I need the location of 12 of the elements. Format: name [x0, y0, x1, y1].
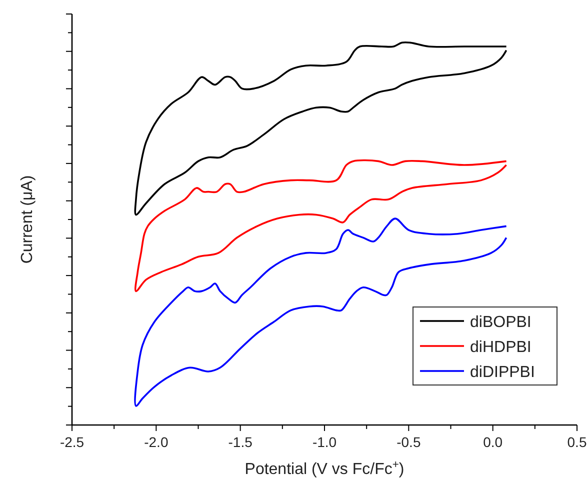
y-axis-title: Current (μA): [19, 175, 36, 264]
x-tick-label: -0.5: [396, 434, 421, 450]
x-tick-label: -1.5: [228, 434, 253, 450]
x-tick-label: -2.5: [60, 434, 84, 450]
text: -2.0: [144, 434, 168, 450]
x-axis-title: Potential (V vs Fc/Fc$^{+}$): [244, 459, 404, 478]
text: -1.0: [312, 434, 337, 450]
legend-label: diBOPBI: [470, 314, 532, 331]
legend-label: diDIPPBI: [470, 364, 535, 381]
text: 0.0: [483, 434, 503, 450]
x-tick-label: 0.5: [567, 434, 587, 450]
legend-label: diHDPBI: [470, 339, 532, 356]
